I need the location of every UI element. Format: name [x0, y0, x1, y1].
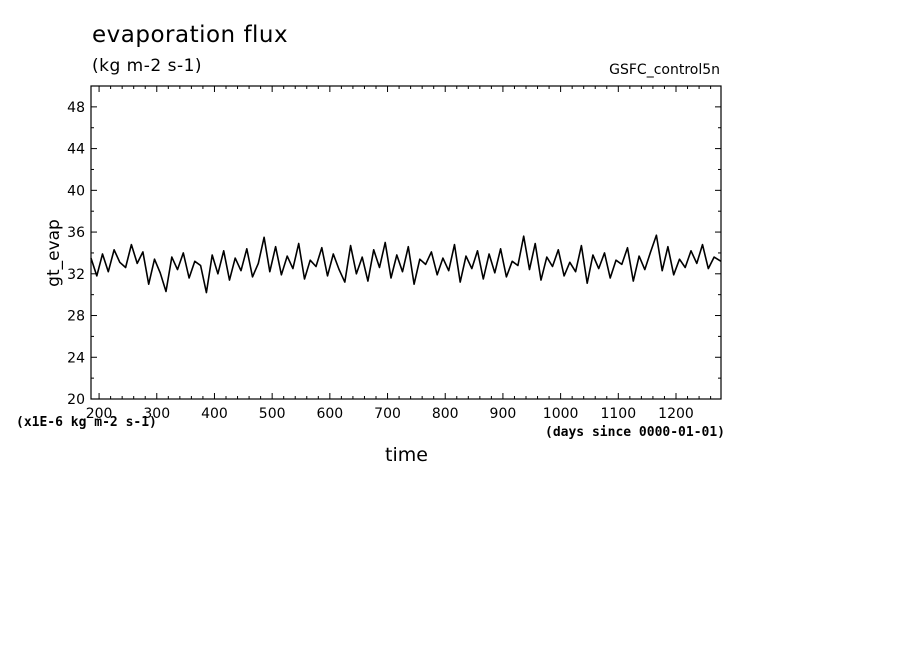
chart-units: (kg m-2 s-1) — [92, 56, 203, 76]
y-tick-label: 40 — [67, 183, 85, 199]
y-scale-note: (x1E-6 kg m-2 s-1) — [16, 415, 157, 430]
x-tick-label: 600 — [316, 406, 343, 422]
x-tick-label: 800 — [432, 406, 459, 422]
y-tick-label: 20 — [67, 392, 85, 408]
y-tick-label: 32 — [67, 267, 85, 283]
y-tick-label: 36 — [67, 225, 85, 241]
chart-title: evaporation flux — [92, 22, 289, 48]
plot-frame — [90, 85, 722, 400]
x-tick-label: 700 — [374, 406, 401, 422]
x-tick-label: 400 — [201, 406, 228, 422]
series-line — [90, 234, 722, 294]
x-tick-label: 1200 — [658, 406, 694, 422]
y-tick-label: 28 — [67, 309, 85, 325]
y-axis-ticks: 20 24 28 32 36 40 44 48 — [67, 85, 721, 408]
x-tick-label: 1000 — [543, 406, 579, 422]
series-layer — [90, 234, 722, 294]
x-axis-units: (days since 0000-01-01) — [545, 425, 726, 440]
y-tick-label: 48 — [67, 100, 85, 116]
x-tick-label: 500 — [259, 406, 286, 422]
x-axis-label: time — [385, 444, 428, 466]
x-axis-ticks: 200 300 400 500 600 700 800 900 1000 1100 1200 — [86, 86, 712, 422]
x-tick-label: 1100 — [600, 406, 636, 422]
source-label: GSFC_control5n — [609, 62, 720, 78]
x-tick-label: 200 — [86, 406, 113, 422]
y-tick-label: 24 — [67, 350, 85, 366]
x-tick-label: 300 — [143, 406, 170, 422]
y-tick-label: 44 — [67, 142, 85, 158]
x-tick-label: 900 — [490, 406, 517, 422]
